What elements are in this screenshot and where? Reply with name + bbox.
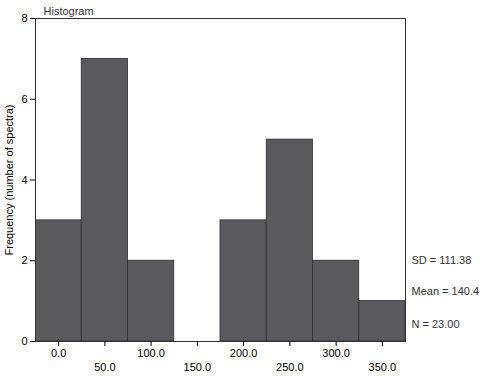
svg-text:Frequency (number of spectra): Frequency (number of spectra) bbox=[3, 104, 15, 255]
svg-text:300.0: 300.0 bbox=[322, 347, 350, 359]
svg-text:0.0: 0.0 bbox=[51, 347, 66, 359]
svg-text:SD = 111.38: SD = 111.38 bbox=[412, 254, 472, 266]
svg-text:350.0: 350.0 bbox=[369, 361, 397, 373]
svg-text:250.0: 250.0 bbox=[276, 361, 304, 373]
svg-text:2: 2 bbox=[21, 254, 27, 266]
svg-text:4: 4 bbox=[21, 174, 27, 186]
svg-text:200.0: 200.0 bbox=[230, 347, 258, 359]
svg-text:Mean = 140.4: Mean = 140.4 bbox=[412, 285, 480, 297]
svg-text:100.0: 100.0 bbox=[137, 347, 165, 359]
svg-text:50.0: 50.0 bbox=[94, 361, 115, 373]
svg-text:6: 6 bbox=[21, 93, 27, 105]
svg-text:0: 0 bbox=[21, 335, 27, 347]
svg-text:N = 23.00: N = 23.00 bbox=[412, 318, 460, 330]
svg-text:150.0: 150.0 bbox=[184, 361, 212, 373]
svg-text:Histogram: Histogram bbox=[44, 5, 94, 17]
svg-text:8: 8 bbox=[21, 12, 27, 24]
